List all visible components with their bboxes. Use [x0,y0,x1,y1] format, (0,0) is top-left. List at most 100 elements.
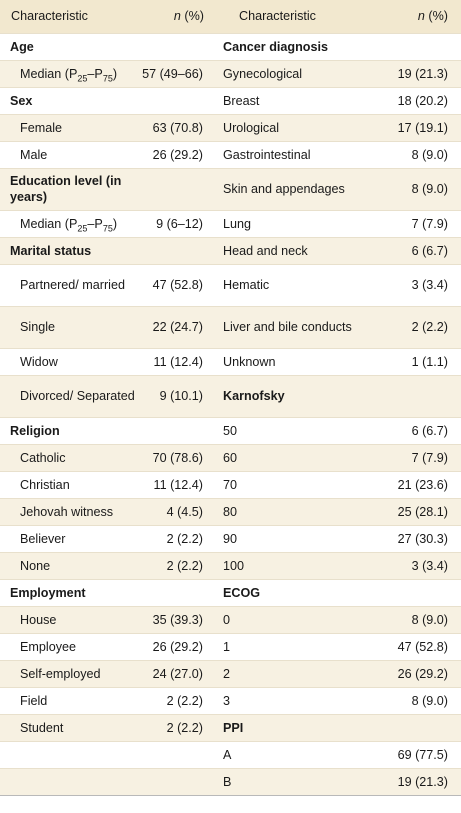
characteristics-table: Characteristic n (%) Characteristic n (%… [0,0,461,795]
table-row: Median (P25–P75) 57 (49–66) Gynecologica… [0,60,461,87]
table-row: Employment ECOG [0,579,461,606]
table-row: Christian 11 (12.4) 70 21 (23.6) [0,471,461,498]
cell-label: B [223,774,232,789]
cell-label: House [20,612,57,627]
cell-value: 18 (20.2) [397,93,448,108]
cell-label: Unknown [223,354,276,369]
cell-value: 3 (3.4) [411,278,448,292]
cell-label: None [20,558,51,573]
cell-label: Jehovah witness [20,504,114,519]
cell-value: 69 (77.5) [397,747,448,762]
table-row: Marital status Head and neck 6 (6.7) [0,237,461,264]
cell-value: 19 (21.3) [397,774,448,789]
cell-label: 1 [223,639,231,654]
section-heading: Age [10,39,34,54]
cell-value: 2 (2.2) [166,693,203,708]
cell-value: 17 (19.1) [397,120,448,135]
cell-label: Gastrointestinal [223,147,311,162]
cell-label: 60 [223,450,238,465]
table-row: Age Cancer diagnosis [0,33,461,60]
cell-value: 7 (7.9) [411,216,448,231]
section-heading: PPI [223,720,244,735]
cell-value: 2 (2.2) [166,720,203,735]
cell-label: 90 [223,531,238,546]
cell-value: 7 (7.9) [411,450,448,465]
table-row: Religion 50 6 (6.7) [0,417,461,444]
table-row: Field 2 (2.2) 3 8 (9.0) [0,687,461,714]
table-row: Partnered/ married 47 (52.8) Hematic 3 (… [0,264,461,306]
cell-value: 6 (6.7) [411,423,448,438]
cell-label [0,741,135,768]
cell-value [367,579,461,606]
table-row: A 69 (77.5) [0,741,461,768]
cell-value [135,417,217,444]
section-heading: Karnofsky [223,389,285,403]
cell-value [135,168,217,210]
section-heading: Marital status [10,243,92,258]
cell-label: Divorced/ Separated [20,389,135,403]
cell-value [367,375,461,417]
cell-label: Liver and bile conducts [223,320,352,334]
section-heading: Sex [10,93,33,108]
table-row: None 2 (2.2) 100 3 (3.4) [0,552,461,579]
cell-value [135,741,217,768]
table-row: Education level (in years) Skin and appe… [0,168,461,210]
cell-value [135,768,217,795]
cell-label: 50 [223,423,238,438]
header-characteristic-right: Characteristic [239,9,316,24]
section-heading: ECOG [223,585,261,600]
cell-value: 25 (28.1) [397,504,448,519]
cell-value: 9 (10.1) [159,389,203,403]
cell-label: 70 [223,477,238,492]
cell-value [135,87,217,114]
cell-value: 47 (52.8) [152,278,203,292]
cell-value: 63 (70.8) [152,120,203,135]
header-pct-left: (%) [180,9,204,24]
cell-label: Widow [20,354,58,369]
cell-value: 47 (52.8) [397,639,448,654]
cell-value: 19 (21.3) [397,66,448,81]
cell-value [135,33,217,60]
header-n-percent-right: n (%) [367,0,461,33]
cell-value: 57 (49–66) [142,66,203,81]
cell-value: 9 (6–12) [156,216,203,231]
cell-value: 8 (9.0) [411,612,448,627]
cell-value: 3 (3.4) [411,558,448,573]
cell-value: 24 (27.0) [152,666,203,681]
cell-value: 21 (23.6) [397,477,448,492]
cell-value: 2 (2.2) [166,531,203,546]
cell-value: 1 (1.1) [411,354,448,369]
header-n-left: n [173,9,181,24]
cell-label: Lung [223,216,252,231]
table-row: Single 22 (24.7) Liver and bile conducts… [0,306,461,348]
cell-label: Catholic [20,450,66,465]
section-heading: Employment [10,585,86,600]
header-pct-right: (%) [424,9,448,24]
cell-label [0,768,135,795]
cell-value: 8 (9.0) [411,693,448,708]
cell-label: Breast [223,93,260,108]
cell-label: Field [20,693,48,708]
cell-value: 26 (29.2) [397,666,448,681]
cell-label: Partnered/ married [20,278,125,292]
table-row: Sex Breast 18 (20.2) [0,87,461,114]
cell-label: Employee [20,639,77,654]
table-row: Jehovah witness 4 (4.5) 80 25 (28.1) [0,498,461,525]
cell-value: 27 (30.3) [397,531,448,546]
cell-label: Self-employed [20,666,101,681]
header-n-percent-left: n (%) [135,0,217,33]
table-row: Median (P25–P75) 9 (6–12) Lung 7 (7.9) [0,210,461,237]
cell-label: A [223,747,232,762]
cell-label: Believer [20,531,66,546]
table-row: Employee 26 (29.2) 1 47 (52.8) [0,633,461,660]
cell-value [135,237,217,264]
header-n-right: n [417,9,425,24]
cell-value: 35 (39.3) [152,612,203,627]
table-row: Catholic 70 (78.6) 60 7 (7.9) [0,444,461,471]
cell-label: Median (P25–P75) [20,66,118,84]
cell-label: Hematic [223,278,270,292]
cell-label: Male [20,147,48,162]
section-heading: Education level (in years) [10,174,122,204]
cell-value: 2 (2.2) [411,320,448,334]
cell-value: 8 (9.0) [411,147,448,162]
